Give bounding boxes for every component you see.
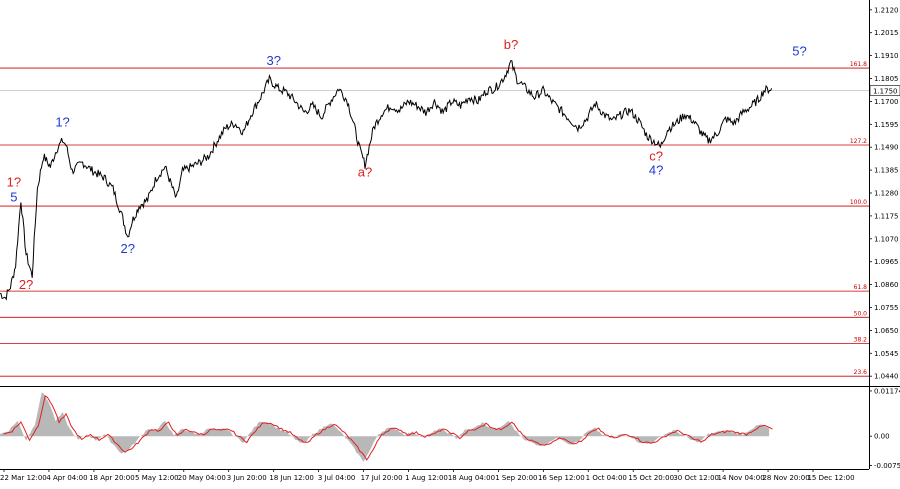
wave-label: 5	[10, 190, 17, 205]
fib-label-100.0: 100.0	[850, 199, 867, 206]
wave-label: 1?	[7, 174, 21, 189]
wave-label: c?	[649, 148, 663, 163]
x-tick-label: 17 Jul 20:00	[361, 474, 403, 482]
y-tick-label: 1.2120	[874, 6, 899, 14]
wave-label: 2?	[121, 241, 135, 256]
wave-labels: 51?2?1?2?3?a?b? 5?c?4?	[7, 37, 807, 292]
wave-label: 5?	[792, 44, 806, 59]
x-tick-label: 22 Mar 12:00	[0, 474, 47, 482]
fib-label-161.8: 161.8	[850, 61, 867, 68]
y-tick-label: 1.1490	[874, 144, 899, 152]
x-tick-label: 18 Jun 12:00	[269, 474, 313, 482]
fibonacci-levels: 161.8 127.2 100.0 61.8 50.0 38.2 23.6	[0, 61, 869, 377]
y-tick-label: 1.1280	[874, 190, 899, 198]
y-tick-label: 1.0650	[874, 327, 899, 335]
y-tick-label: 1.0755	[874, 304, 899, 312]
y-tick-label: 1.0965	[874, 258, 899, 266]
y-tick-label: 1.1175	[874, 212, 899, 220]
fib-label-50.0: 50.0	[854, 310, 868, 317]
y-tick-label: 1.1910	[874, 52, 899, 60]
price-series	[0, 59, 773, 301]
x-tick-label: 14 Nov 04:00	[718, 474, 765, 482]
x-tick-label: 20 May 04:00	[178, 474, 226, 482]
y-tick-label: 1.1385	[874, 167, 899, 175]
y-tick-label: 1.2015	[874, 29, 899, 37]
wave-label: 1?	[55, 114, 69, 129]
osc-tick-label: 0.00	[874, 433, 890, 441]
x-tick-label: 3 Jun 20:00	[227, 474, 267, 482]
fib-label-61.8: 61.8	[854, 284, 868, 291]
wave-label: b?	[504, 37, 518, 52]
oscillator-series	[0, 392, 773, 462]
wave-label: a?	[358, 165, 372, 180]
x-tick-label: 30 Oct 12:00	[673, 474, 719, 482]
y-axis-ticks: 1.2120 1.2015 1.1910 1.1805 1.1700 1.1595 1.14…	[869, 6, 900, 470]
y-tick-label: 1.1700	[874, 98, 899, 106]
y-tick-label: 1.0860	[874, 281, 899, 289]
current-price-label: 1.1750	[873, 88, 898, 96]
fib-label-23.6: 23.6	[854, 369, 868, 376]
fib-label-38.2: 38.2	[854, 336, 868, 343]
wave-label: 4?	[649, 162, 663, 177]
fib-label-127.2: 127.2	[850, 138, 867, 145]
x-tick-label: 16 Sep 12:00	[538, 474, 585, 482]
y-tick-label: 1.0545	[874, 350, 899, 358]
x-tick-label: 1 Aug 12:00	[405, 474, 448, 482]
wave-label: 3?	[267, 53, 281, 68]
x-tick-label: 28 Nov 20:00	[762, 474, 809, 482]
x-tick-label: 15 Oct 20:00	[628, 474, 674, 482]
y-tick-label: 1.1805	[874, 75, 899, 83]
x-tick-label: 15 Dec 12:00	[807, 474, 854, 482]
y-tick-label: 1.0440	[874, 373, 899, 381]
x-tick-label: 1 Oct 04:00	[586, 474, 627, 482]
osc-tick-label: -0.00757	[874, 462, 900, 470]
x-tick-label: 3 Jul 04:00	[318, 474, 356, 482]
x-tick-label: 1 Sep 20:00	[495, 474, 537, 482]
x-tick-label: 18 Aug 04:00	[448, 474, 495, 482]
y-tick-label: 1.1070	[874, 235, 899, 243]
x-tick-label: 18 Apr 20:00	[89, 474, 135, 482]
y-tick-label: 1.1595	[874, 121, 899, 129]
x-axis-ticks: 22 Mar 12:00 4 Apr 04:00 18 Apr 20:00 5 May…	[0, 469, 855, 482]
osc-tick-label: 0.01174	[874, 387, 900, 395]
price-line	[0, 59, 773, 301]
x-tick-label: 5 May 12:00	[135, 474, 179, 482]
wave-label: 2?	[19, 277, 33, 292]
oscillator-signal-line	[3, 395, 773, 461]
x-tick-label: 4 Apr 04:00	[46, 474, 87, 482]
